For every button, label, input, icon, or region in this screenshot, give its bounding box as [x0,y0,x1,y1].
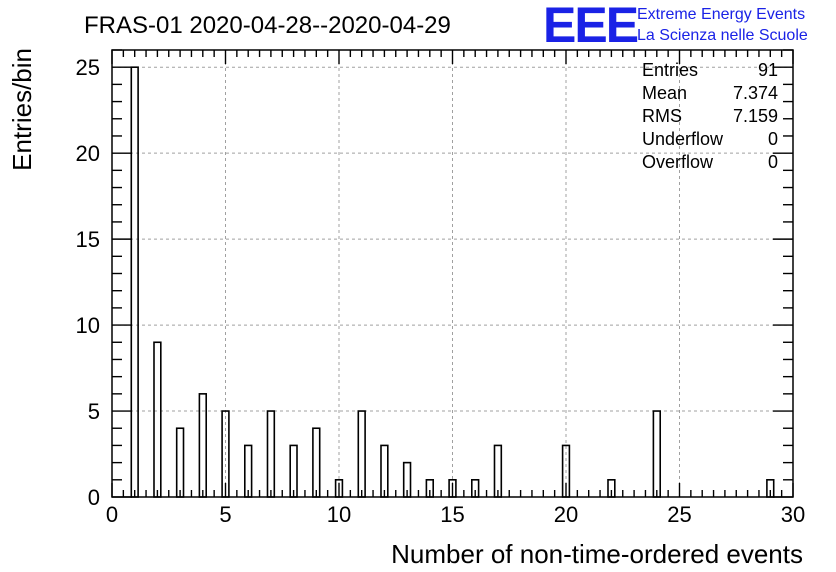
stat-value: 7.159 [733,106,778,126]
stat-value: 0 [768,129,778,149]
axis-ticks [111,49,794,498]
y-axis-label: Entries/bin [7,48,37,171]
y-tick-label: 0 [88,485,100,510]
histogram-bar [243,444,253,498]
stat-value: 0 [768,152,778,172]
stat-value: 7.374 [733,83,778,103]
x-tick-label: 10 [327,502,351,527]
y-tick-label: 10 [76,313,100,338]
histogram-bar [357,410,366,498]
histogram-bar [289,444,298,498]
stat-label: RMS [642,106,682,126]
x-axis-label: Number of non-time-ordered events [391,539,803,569]
eee-logo-mark: EEE [543,0,638,53]
histogram-bar [493,444,503,498]
histogram-bar [130,66,139,498]
histogram-bar [652,410,662,498]
y-tick-label: 25 [76,55,100,80]
x-tick-label: 0 [106,502,118,527]
tick-labels: 0 5 10 15 20 25 30 0 5 10 15 20 25 [76,55,806,527]
stat-label: Overflow [642,152,714,172]
x-tick-label: 15 [440,502,464,527]
chart-title: FRAS-01 2020-04-28--2020-04-29 [84,12,451,39]
x-tick-label: 25 [667,502,691,527]
stat-label: Entries [642,60,698,80]
histogram-bar [266,410,276,498]
histogram-bar [198,393,208,498]
stats-box: Entries 91 Mean 7.374 RMS 7.159 Underflow 0 Over… [642,60,778,172]
stat-label: Underflow [642,129,724,149]
eee-logo-line2: La Scienza nelle Scuole [637,27,808,44]
grid [112,50,793,497]
histogram-bar [312,427,321,498]
y-tick-label: 20 [76,141,100,166]
y-tick-label: 15 [76,227,100,252]
y-tick-label: 5 [88,399,100,424]
histogram-bar [380,444,389,498]
histogram-bar [175,427,185,498]
x-tick-label: 30 [781,502,805,527]
stat-label: Mean [642,83,687,103]
eee-logo-line1: Extreme Energy Events [637,6,805,23]
stat-value: 91 [758,60,778,80]
eee-logo: EEE Extreme Energy Events La Scienza nel… [543,0,808,53]
x-tick-label: 5 [219,502,231,527]
histogram-bar [153,341,162,498]
x-tick-label: 20 [554,502,578,527]
